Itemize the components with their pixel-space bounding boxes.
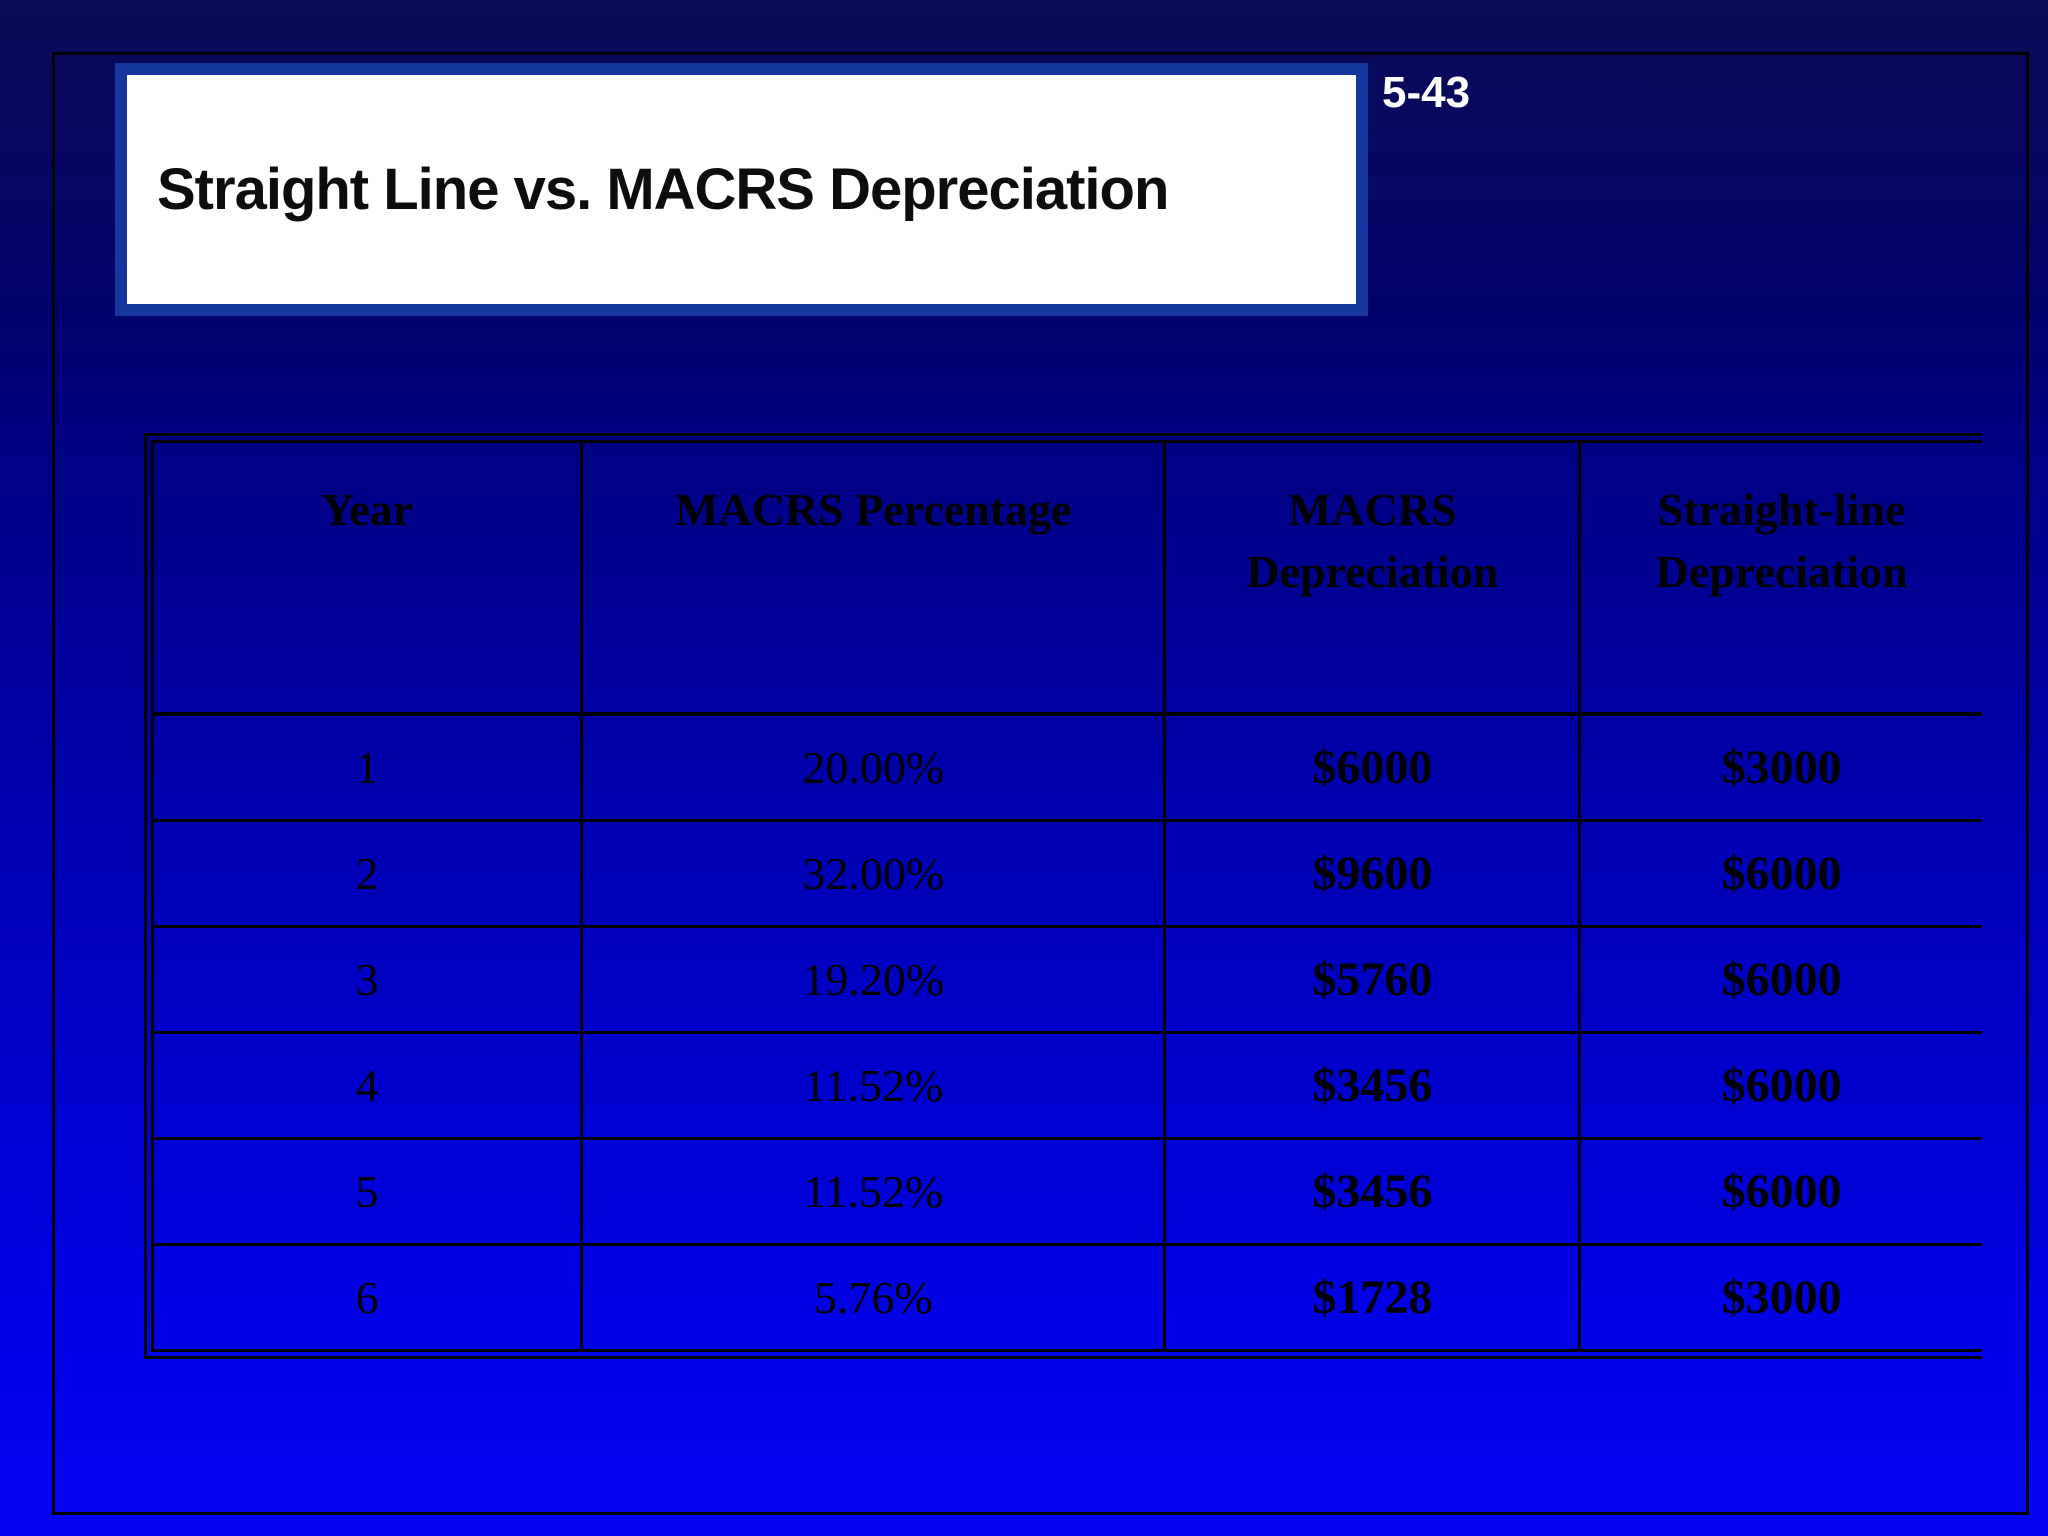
cell-year: 2: [154, 820, 584, 928]
cell-straight-line-depreciation: $6000: [1579, 926, 1982, 1034]
cell-macrs-percentage: 5.76%: [581, 1244, 1167, 1349]
column-header-year: Year: [154, 443, 584, 716]
cell-macrs-percentage: 11.52%: [581, 1138, 1167, 1246]
table-row-3: 3 19.20% $5760 $6000: [154, 926, 1982, 1034]
cell-macrs-depreciation: $9600: [1164, 820, 1582, 928]
cell-year: 1: [154, 714, 584, 822]
table-row-1: 1 20.00% $6000 $3000: [154, 714, 1982, 822]
depreciation-table: Year MACRS Percentage MACRS Depreciation…: [144, 433, 1982, 1359]
cell-macrs-percentage: 20.00%: [581, 714, 1167, 822]
cell-year: 4: [154, 1032, 584, 1140]
cell-macrs-depreciation: $1728: [1164, 1244, 1582, 1349]
slide-page-number: 5-43: [1382, 68, 1471, 117]
slide-inner-border: [52, 52, 2029, 1515]
cell-straight-line-depreciation: $6000: [1579, 1138, 1982, 1246]
table-row-5: 5 11.52% $3456 $6000: [154, 1138, 1982, 1246]
slide-title: Straight Line vs. MACRS Depreciation: [157, 157, 1169, 222]
cell-straight-line-depreciation: $3000: [1721, 1271, 1842, 1324]
table-row-4: 4 11.52% $3456 $6000: [154, 1032, 1982, 1140]
cell-year: 6: [154, 1244, 584, 1349]
table-row-2: 2 32.00% $9600 $6000: [154, 820, 1982, 928]
cell-straight-line-depreciation: $3000: [1579, 714, 1982, 822]
column-header-straight-line-depreciation: Straight-line Depreciation: [1579, 443, 1982, 716]
column-header-macrs-percentage: MACRS Percentage: [581, 443, 1167, 716]
cell-macrs-percentage: 32.00%: [581, 820, 1167, 928]
cell-straight-line-depreciation: $6000: [1579, 1032, 1982, 1140]
cell-macrs-depreciation: $6000: [1164, 714, 1582, 822]
cell-year: 5: [154, 1138, 584, 1246]
cell-macrs-percentage: 11.52%: [581, 1032, 1167, 1140]
table-row-6: 6 5.76% $1728 $3000: [154, 1244, 1982, 1349]
cell-macrs-percentage: 19.20%: [581, 926, 1167, 1034]
cell-year: 3: [154, 926, 584, 1034]
title-banner: Straight Line vs. MACRS Depreciation: [115, 63, 1368, 316]
cell-macrs-depreciation: $3456: [1164, 1138, 1582, 1246]
depreciation-table-grid: Year MACRS Percentage MACRS Depreciation…: [154, 443, 1982, 1349]
column-header-macrs-depreciation: MACRS Depreciation: [1164, 443, 1582, 716]
table-header-row: Year MACRS Percentage MACRS Depreciation…: [154, 443, 1982, 716]
cell-macrs-depreciation: $5760: [1164, 926, 1582, 1034]
cell-straight-line-depreciation: $6000: [1579, 820, 1982, 928]
cell-macrs-depreciation: $3456: [1164, 1032, 1582, 1140]
